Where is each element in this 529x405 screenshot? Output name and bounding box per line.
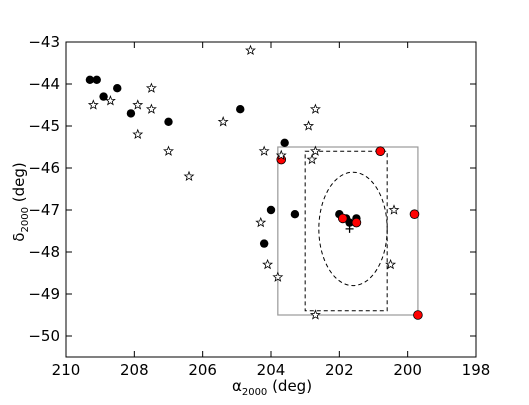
y-tick-label: −46 [28,159,60,177]
red-point [375,146,386,157]
red-point [337,213,348,224]
x-axis-label: α2000 (deg) [232,377,312,398]
y-tick-label: −45 [28,117,60,135]
star-point [258,145,270,156]
star-point [272,271,284,282]
star-point [132,99,144,110]
x-tick-label: 202 [325,361,354,379]
x-tick-label: 200 [393,361,422,379]
y-axis-label-symbol: δ [10,233,28,242]
x-axis-label-subscript: 2000 [242,387,267,398]
star-point [145,103,157,114]
star-point [262,258,274,270]
star-point [388,204,400,215]
black-point [113,84,122,93]
x-tick-label: 206 [188,361,217,379]
star-point [245,44,256,56]
red-point [413,310,423,320]
star-point [145,82,157,93]
black-point [92,75,101,85]
black-point [164,117,173,127]
y-axis-label: δ2000 (deg) [10,162,31,241]
dashed-rectangle [304,150,388,312]
solid-rectangle [277,146,419,316]
y-tick-label: −43 [28,33,60,51]
y-axis-label-subscript: 2000 [20,207,31,232]
star-point [217,116,229,127]
star-point [309,103,321,114]
axis-ticks: 210 208 206 204 202 200 198 −43 −44 −45 −46 −47 −48 −… [28,33,490,379]
star-point [306,153,318,165]
star-point [163,145,174,156]
dashed-ellipse [318,171,388,287]
x-tick-label: 208 [120,361,149,379]
black-point [236,105,245,114]
black-point [99,92,108,101]
black-point [290,210,300,219]
annotation-layer [277,146,419,316]
x-axis-label-symbol: α [232,377,242,395]
star-point [303,120,315,131]
star-point [255,216,267,228]
black-point [259,239,269,248]
y-tick-label: −44 [28,75,60,93]
star-point [183,170,195,182]
star-point [132,128,144,140]
star-point [87,99,99,110]
star-point [309,145,321,156]
black-point [280,138,289,147]
red-point [351,217,362,228]
x-tick-label: 210 [52,361,81,379]
star-point [104,95,116,106]
black-point [266,205,276,215]
star-point [309,309,321,320]
x-axis-label-unit: (deg) [267,377,312,395]
y-tick-label: −49 [28,285,60,303]
black-point [85,75,95,85]
red-point [409,209,420,220]
black-point [345,218,354,227]
black-point [126,109,136,118]
x-tick-label: 204 [257,361,286,379]
y-tick-label: −48 [28,243,60,261]
y-axis-label-unit: (deg) [10,162,28,207]
star-point [385,258,397,270]
data-points [85,44,423,320]
y-tick-label: −47 [28,201,60,219]
y-tick-label: −50 [28,327,60,345]
x-tick-label: 198 [462,361,491,379]
plot-frame [65,41,477,358]
star-point [275,149,287,161]
